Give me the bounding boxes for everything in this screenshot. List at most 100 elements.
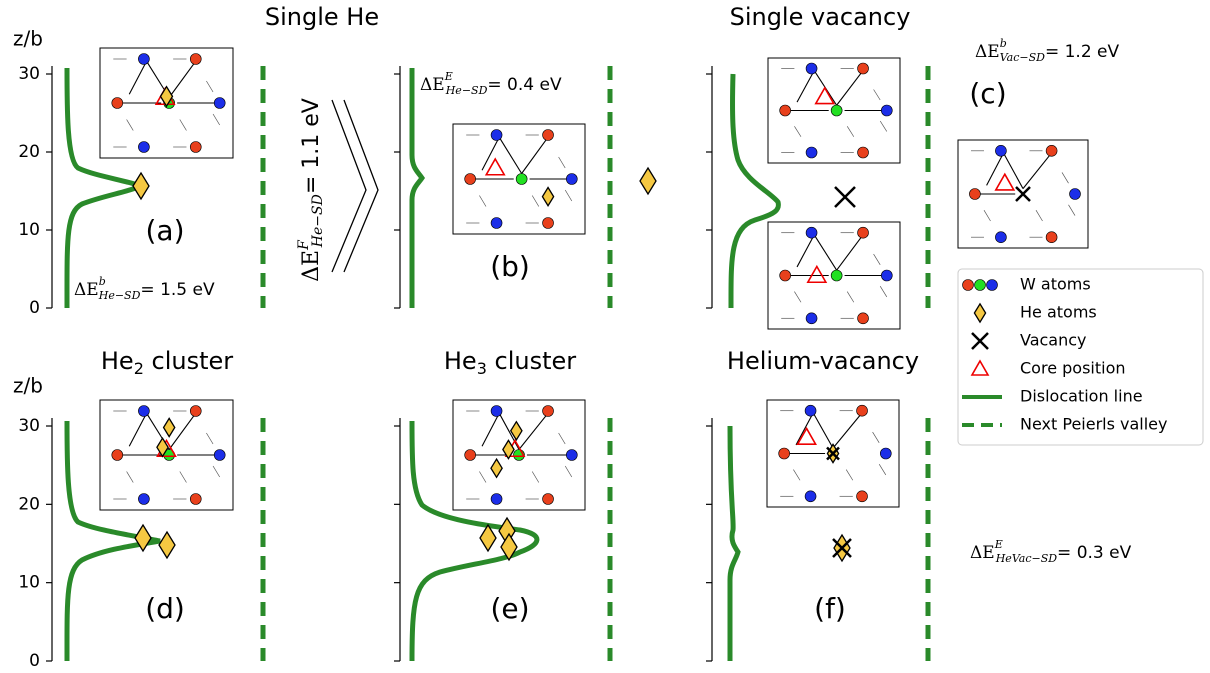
y-tick-label: 30 — [18, 64, 40, 84]
w-atom — [858, 313, 869, 324]
y-tick-label: 20 — [18, 142, 40, 162]
w-atom — [806, 227, 817, 238]
energy-sub: HeVac−SD — [995, 552, 1058, 565]
legend-label: W atoms — [1020, 275, 1091, 294]
w-atom — [995, 232, 1006, 243]
w-atom — [987, 280, 998, 291]
he-atom — [480, 525, 496, 551]
dislocation-line — [412, 68, 422, 308]
w-atom — [831, 105, 842, 116]
w-atom — [806, 147, 817, 158]
title-text: cluster — [487, 347, 576, 375]
panel-label: (d) — [145, 592, 185, 625]
y-axis-label: z/b — [13, 27, 43, 51]
w-atom — [491, 218, 502, 229]
w-atom — [805, 491, 816, 502]
legend-label: He atoms — [1020, 303, 1097, 322]
y-tick-label: 10 — [18, 573, 40, 593]
w-atom — [138, 142, 149, 153]
w-atom — [190, 406, 201, 417]
w-atom — [566, 174, 577, 185]
w-atom — [491, 494, 502, 505]
title-subscript: 2 — [134, 359, 144, 378]
w-atom — [806, 63, 817, 74]
energy-symbol: ΔE — [975, 42, 1000, 62]
energy-value: = 1.5 eV — [140, 280, 215, 300]
w-atom — [881, 270, 892, 281]
energy-sub: He−SD — [445, 84, 488, 97]
energy-sub: He−SD — [98, 289, 141, 302]
w-atom — [995, 145, 1006, 156]
energy-sup: E — [444, 70, 453, 83]
figure: 01020300102030z/bz/bSingle HeSingle vaca… — [0, 0, 1210, 673]
panel-title: Single vacancy — [730, 3, 911, 31]
energy-annotation: ΔEbHe−SD= 1.5 eV — [74, 275, 215, 302]
w-atom — [806, 313, 817, 324]
w-atom — [858, 147, 869, 158]
legend-label: Core position — [1020, 359, 1126, 378]
w-atom — [543, 406, 554, 417]
panel-title: Helium-vacancy — [727, 347, 919, 375]
he-atom — [640, 168, 656, 194]
energy-symbol: ΔE — [299, 250, 324, 282]
w-atom — [543, 130, 554, 141]
w-atom — [491, 130, 502, 141]
w-atom — [214, 98, 225, 109]
w-atom — [831, 270, 842, 281]
energy-symbol: ΔE — [74, 280, 99, 300]
energy-value: = 1.2 eV — [1045, 42, 1120, 62]
he-atom — [159, 532, 175, 558]
legend-label: Next Peierls valley — [1020, 415, 1168, 434]
panel-title: Single He — [265, 3, 379, 31]
w-atom — [858, 227, 869, 238]
panel-label: (b) — [490, 250, 530, 283]
he-atom — [133, 173, 149, 199]
w-atom — [1046, 232, 1057, 243]
w-atom — [975, 280, 986, 291]
title-text: Single vacancy — [730, 3, 911, 31]
w-atom — [190, 54, 201, 65]
w-atom — [491, 406, 502, 417]
y-axis-label: z/b — [13, 374, 43, 398]
chevron — [332, 100, 378, 272]
w-atom — [138, 406, 149, 417]
w-atom — [190, 494, 201, 505]
energy-annotation: ΔEEHeVac−SD= 0.3 eV — [970, 538, 1132, 565]
panel-label: (e) — [490, 592, 529, 625]
w-atom — [543, 218, 554, 229]
w-atom — [465, 450, 476, 461]
w-atom — [779, 448, 790, 459]
y-tick-label: 0 — [29, 651, 40, 671]
w-atom — [805, 405, 816, 416]
title-text: He — [444, 347, 477, 375]
energy-annotation: ΔEFHe−SD= 1.1 eV — [296, 98, 326, 282]
y-tick-label: 10 — [18, 220, 40, 240]
energy-sup: b — [99, 275, 106, 288]
title-text: Single He — [265, 3, 379, 31]
panel-title: He3 cluster — [444, 347, 576, 378]
energy-value: = 0.4 eV — [487, 75, 562, 95]
legend-label: Vacancy — [1020, 331, 1087, 350]
energy-sup: b — [1000, 37, 1007, 50]
w-atom — [138, 54, 149, 65]
w-atom — [138, 494, 149, 505]
legend-label: Dislocation line — [1020, 387, 1143, 406]
w-atom — [1070, 189, 1081, 200]
w-atom — [880, 448, 891, 459]
w-atom — [1046, 145, 1057, 156]
panel-label: (a) — [145, 214, 184, 247]
y-tick-label: 30 — [18, 416, 40, 436]
w-atom — [857, 405, 868, 416]
y-tick-label: 20 — [18, 494, 40, 514]
w-atom — [190, 142, 201, 153]
title-text: Helium-vacancy — [727, 347, 919, 375]
title-text: He — [101, 347, 134, 375]
w-atom — [112, 450, 123, 461]
w-atom — [963, 280, 974, 291]
w-atom — [969, 189, 980, 200]
energy-sub: He−SD — [310, 194, 326, 248]
title-text: cluster — [144, 347, 233, 375]
w-atom — [516, 174, 527, 185]
